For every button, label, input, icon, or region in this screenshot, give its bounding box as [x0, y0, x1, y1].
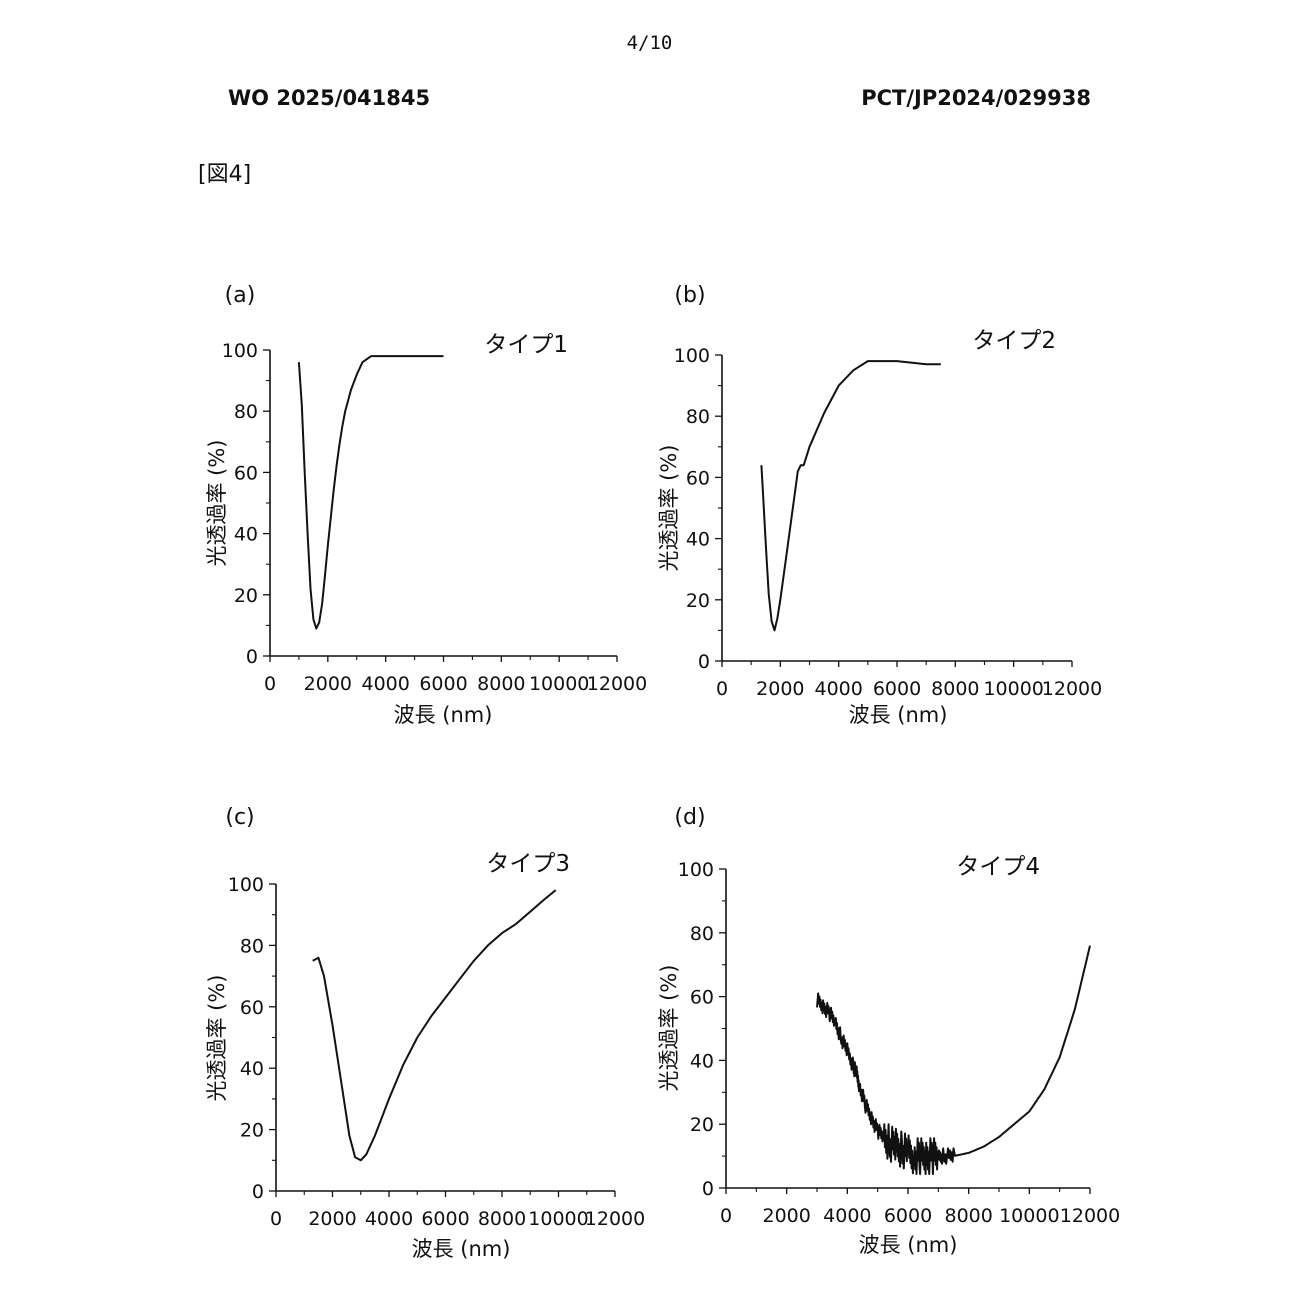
chart-3-ytick-label: 40 [240, 1058, 264, 1080]
chart-3-ytick-label: 60 [240, 997, 264, 1019]
chart-2-ytick-label: 80 [686, 406, 710, 428]
application-number: PCT/JP2024/029938 [861, 86, 1091, 110]
chart-1-ytick-label: 60 [234, 462, 258, 484]
chart-2-x-axis-label: 波長 (nm) [849, 703, 948, 727]
chart-2-xtick-label: 8000 [931, 678, 979, 700]
chart-2-ytick-label: 0 [698, 651, 710, 673]
chart-2-xtick-label: 0 [716, 678, 728, 700]
chart-3-xtick-label: 0 [270, 1208, 282, 1230]
chart-4-xtick-label: 12000 [1060, 1205, 1120, 1227]
chart-3-ytick-label: 20 [240, 1120, 264, 1142]
chart-2-xtick-label: 2000 [756, 678, 804, 700]
chart-3-title: タイプ3 [486, 851, 570, 877]
chart-4-xtick-label: 10000 [999, 1205, 1059, 1227]
chart-1-xtick-label: 2000 [304, 673, 352, 695]
chart-3-xtick-label: 10000 [528, 1208, 588, 1230]
chart-2-xtick-label: 6000 [873, 678, 921, 700]
chart-1-panel-label: (a) [225, 283, 256, 308]
chart-3-x-axis-label: 波長 (nm) [412, 1237, 511, 1261]
chart-3-xtick-label: 8000 [478, 1208, 526, 1230]
chart-4-xtick-label: 6000 [884, 1205, 932, 1227]
chart-4-series-line [816, 945, 1091, 1175]
chart-4-ytick-label: 20 [690, 1114, 714, 1136]
chart-3-xtick-label: 4000 [365, 1208, 413, 1230]
chart-1-ytick-label: 80 [234, 401, 258, 423]
chart-3-xtick-label: 2000 [308, 1208, 356, 1230]
chart-1-series-line [297, 355, 444, 630]
chart-2-xtick-label: 10000 [983, 678, 1043, 700]
chart-3-xtick-label: 12000 [585, 1208, 645, 1230]
chart-2-ytick-label: 20 [686, 590, 710, 612]
chart-3-y-axis-label: 光透過率 (%) [205, 974, 229, 1101]
chart-2-xtick-label: 4000 [814, 678, 862, 700]
chart-3-series-line [312, 889, 557, 1162]
chart-4-title: タイプ4 [956, 854, 1040, 880]
chart-4-xtick-label: 8000 [944, 1205, 992, 1227]
chart-3-ytick-label: 80 [240, 935, 264, 957]
chart-4-panel-label: (d) [674, 805, 705, 830]
chart-4-y-axis-label: 光透過率 (%) [657, 964, 681, 1091]
chart-2-series-line [760, 360, 941, 632]
chart-2-ytick-label: 40 [686, 529, 710, 551]
chart-4-ytick-label: 40 [690, 1050, 714, 1072]
chart-1-xtick-label: 10000 [529, 673, 589, 695]
chart-4-ytick-label: 0 [702, 1178, 714, 1200]
chart-1-ytick-label: 40 [234, 524, 258, 546]
chart-3-panel-label: (c) [225, 805, 254, 830]
chart-3-ytick-label: 100 [228, 874, 264, 896]
chart-2-y-axis-label: 光透過率 (%) [657, 444, 681, 571]
chart-4-xtick-label: 0 [720, 1205, 732, 1227]
chart-4-xtick-label: 2000 [762, 1205, 810, 1227]
chart-4-ytick-label: 80 [690, 923, 714, 945]
publication-number: WO 2025/041845 [228, 86, 431, 110]
chart-2-title: タイプ2 [972, 328, 1056, 354]
chart-1-xtick-label: 12000 [587, 673, 647, 695]
chart-1-y-axis-label: 光透過率 (%) [205, 439, 229, 566]
figure-label: [図4] [198, 162, 252, 187]
chart-4-ytick-label: 100 [678, 859, 714, 881]
chart-1-xtick-label: 0 [264, 673, 276, 695]
chart-1-x-axis-label: 波長 (nm) [394, 703, 493, 727]
chart-2-ytick-label: 60 [686, 467, 710, 489]
chart-1-ytick-label: 100 [222, 340, 258, 362]
chart-2-panel-label: (b) [674, 283, 705, 308]
chart-2-xtick-label: 12000 [1042, 678, 1102, 700]
chart-3-xtick-label: 6000 [421, 1208, 469, 1230]
chart-1-ytick-label: 20 [234, 585, 258, 607]
chart-1-ytick-label: 0 [246, 646, 258, 668]
chart-1-title: タイプ1 [484, 332, 568, 358]
chart-2-ytick-label: 100 [674, 345, 710, 367]
page-number: 4/10 [626, 32, 673, 54]
chart-4-xtick-label: 4000 [823, 1205, 871, 1227]
chart-1-xtick-label: 6000 [419, 673, 467, 695]
chart-4-ytick-label: 60 [690, 987, 714, 1009]
chart-1-xtick-label: 4000 [361, 673, 409, 695]
chart-3-ytick-label: 0 [252, 1181, 264, 1203]
chart-1-xtick-label: 8000 [477, 673, 525, 695]
chart-4-x-axis-label: 波長 (nm) [859, 1233, 958, 1257]
